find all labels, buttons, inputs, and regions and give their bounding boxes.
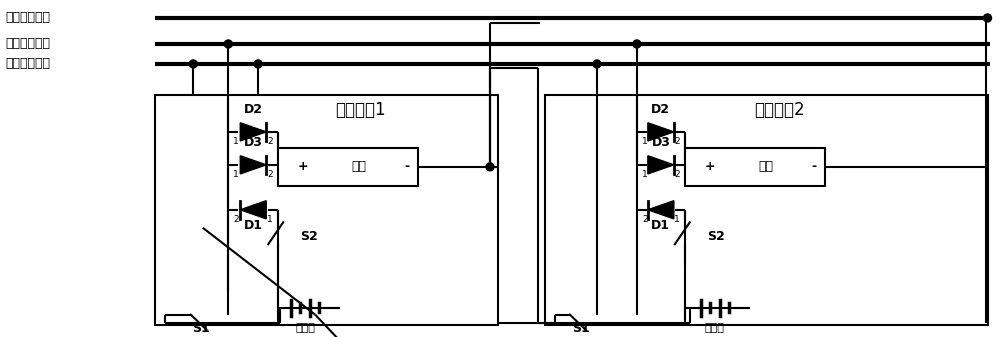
- Circle shape: [486, 163, 494, 171]
- Text: 负载: 负载: [758, 160, 773, 173]
- Polygon shape: [240, 156, 266, 174]
- Text: 电池模块2: 电池模块2: [754, 101, 805, 119]
- Polygon shape: [648, 156, 674, 174]
- Text: -: -: [811, 160, 816, 173]
- Text: 电池模块1: 电池模块1: [335, 101, 385, 119]
- Text: 2: 2: [642, 215, 648, 224]
- Text: -: -: [404, 160, 409, 173]
- Bar: [545, 95, 988, 325]
- Text: D1: D1: [651, 219, 670, 232]
- Text: S2: S2: [300, 230, 318, 243]
- Text: S2: S2: [707, 230, 725, 243]
- Text: 1: 1: [233, 137, 239, 146]
- Text: 负载: 负载: [352, 160, 367, 173]
- Text: 1: 1: [233, 170, 239, 179]
- Polygon shape: [240, 123, 266, 141]
- Text: D1: D1: [244, 219, 263, 232]
- Circle shape: [633, 40, 641, 48]
- Text: 电池总线正端: 电池总线正端: [5, 37, 50, 51]
- Text: 电池组: 电池组: [705, 323, 725, 333]
- Bar: [685, 148, 825, 186]
- Circle shape: [254, 60, 262, 68]
- Text: D3: D3: [651, 136, 670, 149]
- Polygon shape: [240, 201, 266, 219]
- Text: D3: D3: [244, 136, 263, 149]
- Text: 1: 1: [674, 215, 680, 224]
- Text: S1: S1: [192, 322, 210, 335]
- Text: 2: 2: [674, 170, 680, 179]
- Text: 2: 2: [267, 137, 273, 146]
- Bar: [155, 95, 498, 325]
- Text: 1: 1: [267, 215, 273, 224]
- Circle shape: [189, 60, 197, 68]
- Text: 2: 2: [267, 170, 273, 179]
- Text: 电池总线负端: 电池总线负端: [5, 11, 50, 25]
- Bar: [278, 148, 418, 186]
- Text: +: +: [298, 160, 309, 173]
- Polygon shape: [648, 201, 674, 219]
- Text: 1: 1: [642, 170, 648, 179]
- Text: 2: 2: [674, 137, 680, 146]
- Polygon shape: [648, 123, 674, 141]
- Text: 电池开机总线: 电池开机总线: [5, 57, 50, 70]
- Text: 2: 2: [233, 215, 239, 224]
- Text: D2: D2: [651, 103, 670, 116]
- Text: D2: D2: [244, 103, 263, 116]
- Text: 电池组: 电池组: [295, 323, 315, 333]
- Circle shape: [224, 40, 232, 48]
- Circle shape: [984, 14, 992, 22]
- Text: +: +: [705, 160, 715, 173]
- Circle shape: [593, 60, 601, 68]
- Text: S1: S1: [572, 322, 590, 335]
- Text: 1: 1: [642, 137, 648, 146]
